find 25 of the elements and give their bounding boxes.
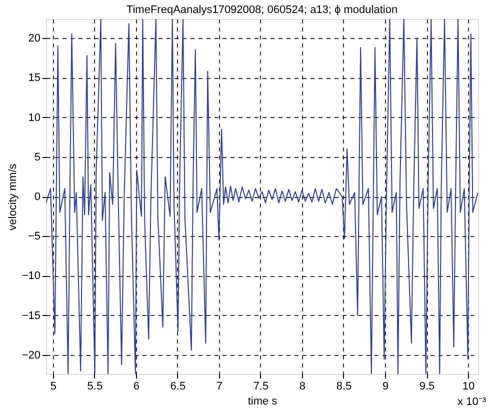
y-tick-label: −15 xyxy=(22,310,40,322)
y-tick-label: −5 xyxy=(28,230,40,243)
y-tick-label: 20 xyxy=(28,32,40,45)
line-series xyxy=(46,19,478,374)
text: x 10⁻³ xyxy=(458,396,486,408)
x-tick-label: 8.5 xyxy=(336,380,352,392)
x-tick-label: 6.5 xyxy=(170,380,186,392)
y-tick-label: −10 xyxy=(22,270,40,282)
y-tick-label: 10 xyxy=(28,112,40,124)
y-tick-label: −20 xyxy=(22,349,40,362)
x-tick-label: 7 xyxy=(216,380,223,392)
y-axis-title: velocity mm/s xyxy=(6,163,19,230)
x-tick-label: 9.5 xyxy=(419,380,435,392)
x-tick-label: 9 xyxy=(382,380,389,392)
x-tick-label: 7.5 xyxy=(253,380,269,392)
y-tick-label: 5 xyxy=(34,151,40,164)
x-tick-label: 6 xyxy=(133,380,140,392)
x-tick-label: 5.5 xyxy=(87,380,103,392)
x-axis-title: time s xyxy=(248,396,278,408)
y-tick-label: 0 xyxy=(34,191,40,203)
x-tick-label: 10 xyxy=(462,380,475,392)
x-tick-label: 5 xyxy=(50,380,56,392)
x-tick-label: 8 xyxy=(299,380,306,392)
y-tick-label: 15 xyxy=(28,72,40,84)
chart-title: TimeFreqAanalys17092008; 060524; a13; ϕ modulation xyxy=(126,4,398,16)
